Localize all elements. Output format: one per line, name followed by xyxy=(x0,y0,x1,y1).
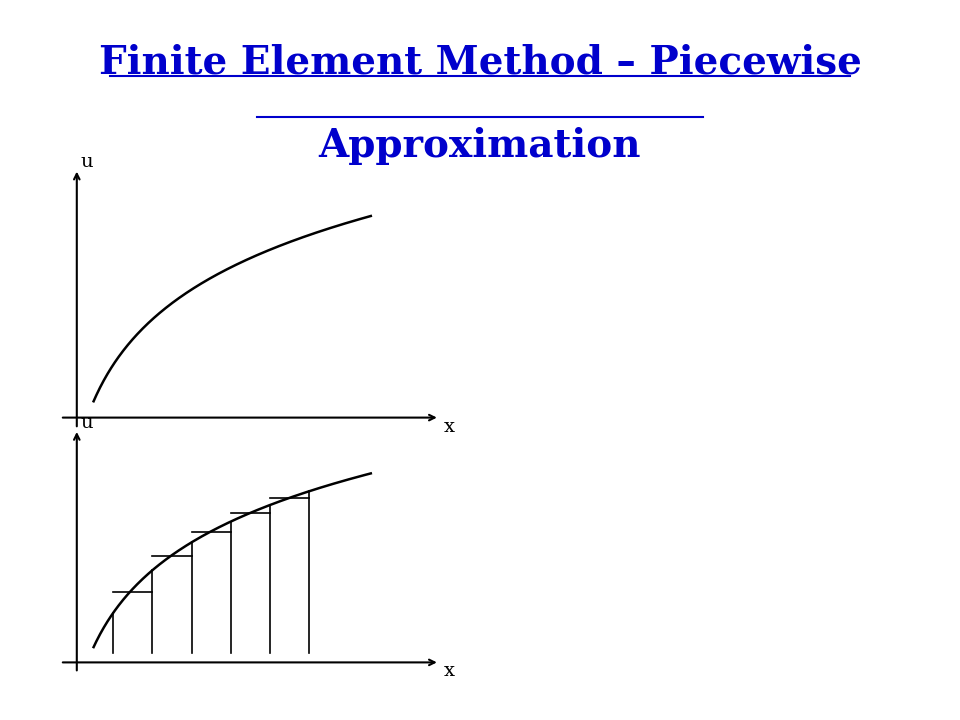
Text: Finite Element Method – Piecewise: Finite Element Method – Piecewise xyxy=(99,43,861,81)
Text: x: x xyxy=(444,418,455,436)
Text: u: u xyxy=(81,413,93,431)
Text: Approximation: Approximation xyxy=(319,127,641,165)
Text: u: u xyxy=(81,153,93,171)
Text: x: x xyxy=(444,662,455,680)
